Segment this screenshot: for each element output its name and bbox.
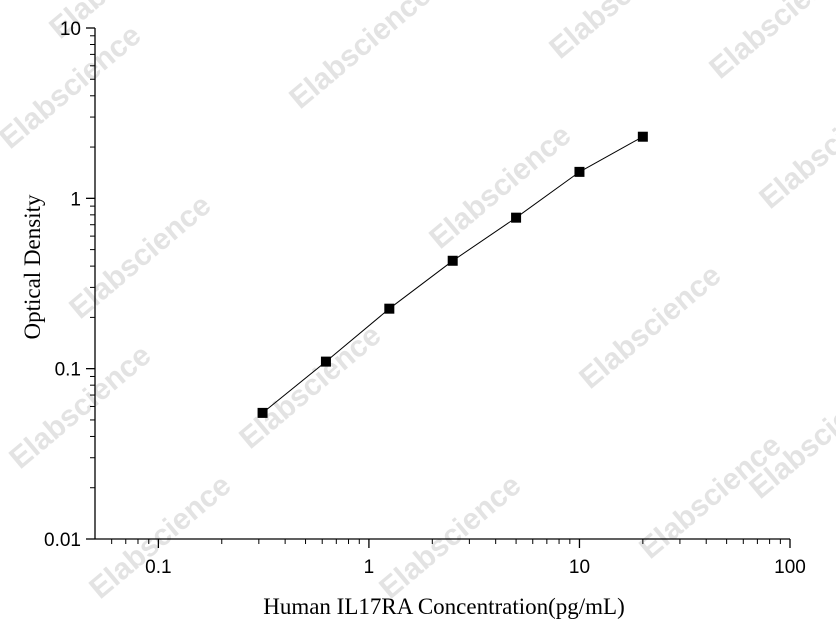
data-point	[447, 255, 458, 266]
watermark-text: Elabscience	[233, 319, 387, 456]
y-tick-label: 0.1	[55, 360, 81, 381]
y-tick-label: 10	[60, 19, 81, 40]
watermark-text: Elabscience	[573, 259, 727, 396]
data-point	[257, 407, 268, 418]
watermark-text: Elabscience	[703, 0, 836, 85]
y-tick-label: 1	[70, 189, 81, 210]
watermark-text: Elabscience	[373, 469, 527, 606]
data-point	[320, 356, 331, 367]
x-tick-label: 0.1	[145, 557, 171, 578]
y-axis-title: Optical Density	[20, 194, 45, 339]
data-point	[574, 166, 585, 177]
watermark-text: Elabscience	[83, 469, 237, 606]
watermark-text: Elabscience	[423, 119, 577, 256]
axes: 0.1 1 10 100 0.01 0.1 1 10	[44, 19, 806, 578]
watermark-text: Elabscience	[543, 0, 697, 65]
data-point	[637, 131, 648, 142]
watermark-layer: Elabscience ElabscienceElabscienceElabsci…	[0, 0, 836, 605]
x-tick-label: 10	[569, 557, 590, 578]
y-tick-label: 0.01	[44, 530, 81, 551]
x-axis-title: Human IL17RA Concentration(pg/mL)	[263, 594, 625, 619]
data-points	[257, 131, 648, 418]
watermark-text: Elabscience	[283, 0, 437, 115]
watermark-text: Elabscience	[63, 189, 217, 326]
x-tick-label: 1	[364, 557, 375, 578]
watermark-text: Elabscience	[753, 79, 836, 216]
data-point	[384, 303, 395, 314]
x-tick-label: 100	[774, 557, 806, 578]
data-point	[511, 212, 522, 223]
